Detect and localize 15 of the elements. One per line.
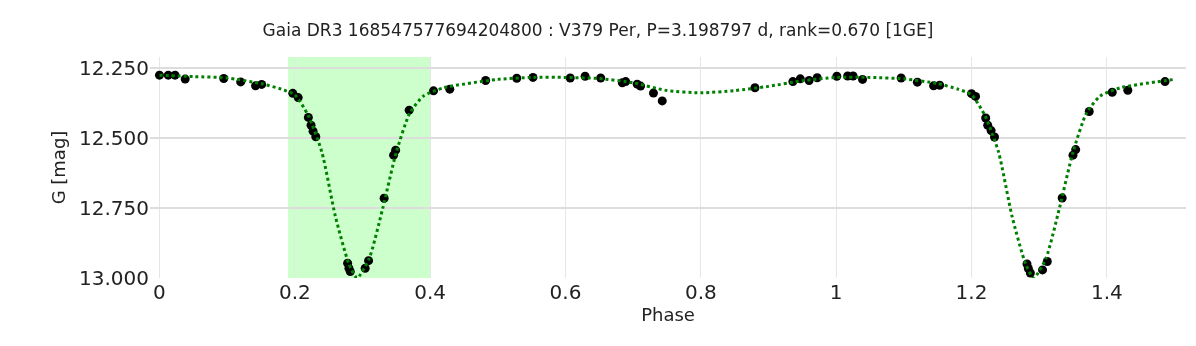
y-tick-label: 12.500: [79, 126, 149, 151]
y-tick-label: 13.000: [79, 266, 149, 290]
x-axis-title: Phase: [641, 304, 695, 325]
chart-title: Gaia DR3 168547577694204800 : V379 Per, P=3.198797 d, rank=0.670 [1GE]: [262, 20, 934, 41]
y-axis-title: G [mag]: [48, 130, 70, 205]
x-tick-label: 1.4: [1090, 280, 1123, 304]
x-tick-label: 1.2: [955, 280, 988, 304]
y-tick-label: 12.750: [79, 196, 149, 221]
x-tick-label: 0.6: [549, 280, 582, 304]
y-tick-label: 12.250: [79, 56, 149, 81]
x-tick-label: 0.8: [684, 280, 717, 304]
x-tick-label: 0.2: [278, 280, 311, 304]
x-tick-label: 1: [829, 280, 843, 304]
x-tick-label: 0.4: [414, 280, 447, 304]
x-tick-label: 0: [153, 280, 166, 304]
